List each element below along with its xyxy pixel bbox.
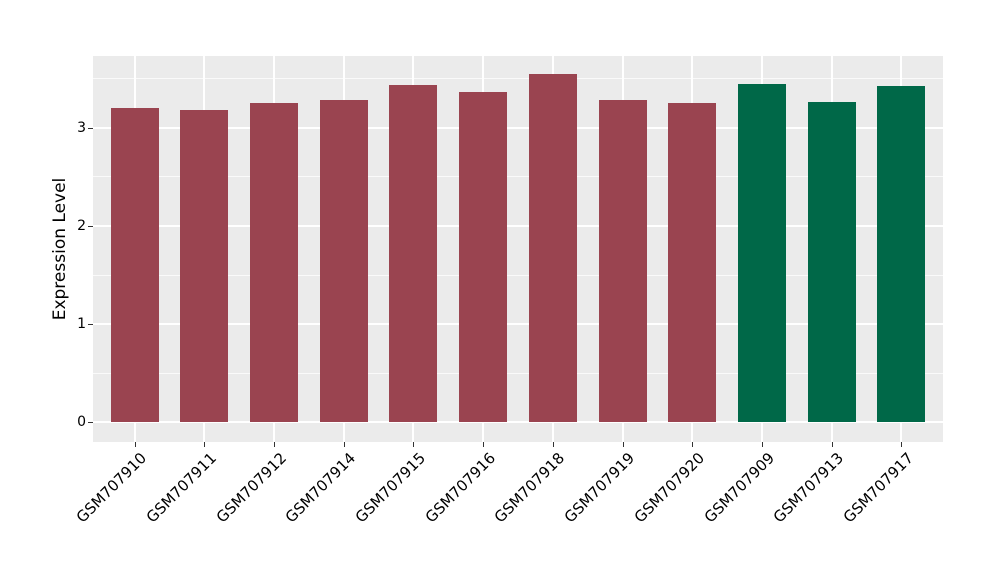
- y-tick-label-0: 0: [77, 414, 86, 431]
- bar-GSM707915: [389, 85, 437, 423]
- gridline-minor-y3.5: [93, 78, 943, 80]
- bar-GSM707919: [599, 100, 647, 423]
- gridline-minor-y0.5: [93, 372, 943, 374]
- x-tick-mark-GSM707917: [901, 442, 903, 447]
- y-tick-mark-2: [88, 225, 93, 227]
- x-tick-mark-GSM707911: [204, 442, 206, 447]
- x-tick-mark-GSM707914: [343, 442, 345, 447]
- x-tick-label-GSM707911: GSM707911: [142, 449, 221, 527]
- gridline-minor-y2.5: [93, 176, 943, 178]
- x-tick-label-GSM707916: GSM707916: [421, 449, 499, 527]
- x-tick-label-GSM707917: GSM707917: [839, 449, 917, 527]
- bar-GSM707913: [808, 102, 856, 423]
- x-axis: GSM707910 GSM707911 GSM707912 GSM707914 GSM7…: [73, 449, 943, 539]
- gridline-major-y3: [93, 126, 943, 129]
- x-tick-mark-GSM707918: [552, 442, 554, 447]
- x-tick-mark-GSM707920: [692, 442, 694, 447]
- bar-GSM707917: [877, 86, 925, 423]
- bar-GSM707918: [529, 73, 577, 423]
- gridline-major-y1: [93, 323, 943, 326]
- bar-GSM707916: [459, 92, 507, 423]
- x-tick-mark-GSM707909: [761, 442, 763, 447]
- gridline-major-y2: [93, 224, 943, 227]
- gridline-minor-y1.5: [93, 274, 943, 276]
- plot-panel: [93, 56, 943, 442]
- bar-GSM707909: [738, 84, 786, 423]
- x-tick-label-GSM707915: GSM707915: [351, 449, 430, 527]
- y-axis-title: Expression Level: [50, 177, 70, 321]
- x-tick-label-GSM707909: GSM707909: [700, 449, 778, 527]
- x-tick-mark-GSM707915: [413, 442, 415, 447]
- x-tick-mark-GSM707919: [622, 442, 624, 447]
- bar-GSM707911: [180, 110, 228, 423]
- y-tick-label-2: 2: [77, 217, 86, 234]
- x-tick-label-GSM707919: GSM707919: [560, 449, 639, 527]
- x-tick-label-GSM707912: GSM707912: [212, 449, 290, 527]
- bar-GSM707910: [111, 108, 159, 423]
- x-tick-mark-GSM707910: [134, 442, 136, 447]
- x-tick-mark-GSM707912: [274, 442, 276, 447]
- y-tick-label-1: 1: [77, 316, 86, 333]
- x-tick-label-GSM707918: GSM707918: [491, 449, 569, 527]
- bar-GSM707914: [320, 100, 368, 423]
- y-tick-label-3: 3: [77, 119, 86, 136]
- x-tick-label-GSM707914: GSM707914: [282, 449, 360, 527]
- gridline-major-y0: [93, 421, 943, 424]
- bar-GSM707920: [668, 103, 716, 423]
- x-tick-label-GSM707913: GSM707913: [769, 449, 848, 527]
- y-tick-mark-0: [88, 422, 93, 424]
- y-axis: 0 1 2 3: [0, 56, 86, 442]
- y-tick-mark-3: [88, 127, 93, 129]
- x-tick-label-GSM707910: GSM707910: [73, 449, 151, 527]
- x-tick-mark-GSM707913: [831, 442, 833, 447]
- y-tick-mark-1: [88, 324, 93, 326]
- x-tick-label-GSM707920: GSM707920: [630, 449, 708, 527]
- bar-GSM707912: [250, 103, 298, 423]
- x-tick-mark-GSM707916: [483, 442, 485, 447]
